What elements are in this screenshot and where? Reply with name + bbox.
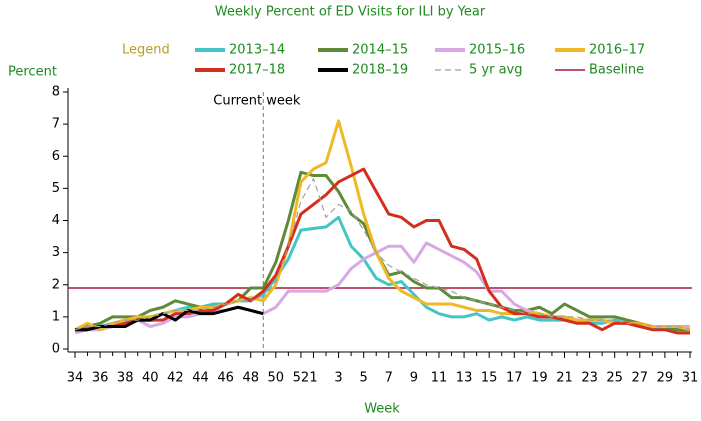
y-tick-label: 5 — [52, 181, 60, 196]
series-line — [74, 119, 691, 332]
x-tick-label: 29 — [657, 371, 674, 386]
y-tick-label: 7 — [52, 117, 60, 132]
x-tick-label: 50 — [268, 371, 285, 386]
x-tick-label: 1 — [309, 371, 317, 386]
y-tick-label: 2 — [52, 277, 60, 292]
x-tick-label: 46 — [217, 371, 234, 386]
x-tick-label: 48 — [242, 371, 259, 386]
x-tick-label: 31 — [682, 371, 699, 386]
x-tick-label: 3 — [334, 371, 342, 386]
x-tick-label: 17 — [506, 371, 523, 386]
y-tick-label: 8 — [52, 85, 60, 100]
y-axis-label: Percent — [8, 65, 57, 80]
series-line — [75, 167, 690, 335]
legend-label: 2015–16 — [469, 43, 525, 58]
x-tick-label: 15 — [481, 371, 498, 386]
x-tick-label: 40 — [142, 371, 159, 386]
x-tick-label: 27 — [632, 371, 649, 386]
y-tick-label: 4 — [52, 213, 60, 228]
legend-label: 2013–14 — [229, 43, 285, 58]
legend-label: 5 yr avg — [469, 63, 523, 78]
legend-label: 2018–19 — [352, 63, 408, 78]
x-tick-label: 5 — [360, 371, 368, 386]
x-axis-label: Week — [364, 402, 400, 417]
x-tick-label: 11 — [431, 371, 448, 386]
x-tick-label: 21 — [556, 371, 573, 386]
series-line — [74, 178, 691, 331]
x-tick-label: 9 — [410, 371, 418, 386]
x-tick-label: 34 — [67, 371, 84, 386]
y-tick-label: 0 — [52, 342, 60, 357]
legend-label: Baseline — [589, 63, 644, 78]
y-tick-label: 1 — [52, 309, 60, 324]
x-tick-label: 19 — [531, 371, 548, 386]
legend-label: 2016–17 — [589, 43, 645, 58]
x-tick-label: 13 — [456, 371, 473, 386]
x-tick-label: 36 — [92, 371, 109, 386]
legend-label: 2014–15 — [352, 43, 408, 58]
x-tick-label: 23 — [581, 371, 598, 386]
y-tick-label: 6 — [52, 149, 60, 164]
x-tick-label: 7 — [385, 371, 393, 386]
x-tick-label: 38 — [117, 371, 134, 386]
series-line — [75, 305, 264, 332]
x-tick-label: 25 — [606, 371, 623, 386]
y-tick-label: 3 — [52, 245, 60, 260]
annotation: Current week — [213, 94, 301, 109]
x-tick-label: 44 — [192, 371, 209, 386]
x-tick-label: 52 — [293, 371, 310, 386]
chart-title: Weekly Percent of ED Visits for ILI by Y… — [215, 5, 486, 20]
legend-label: 2017–18 — [229, 63, 285, 78]
x-tick-label: 42 — [167, 371, 184, 386]
legend-title: Legend — [122, 43, 170, 58]
